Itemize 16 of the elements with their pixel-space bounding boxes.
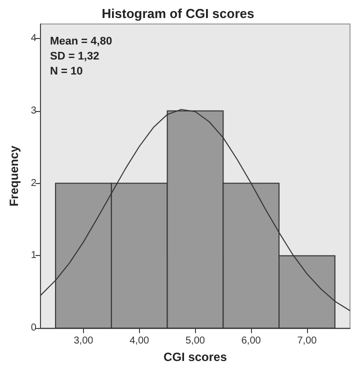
y-tick-label: 4	[30, 32, 37, 44]
x-tick-label: 3,00	[74, 336, 94, 347]
y-tick-label: 3	[30, 105, 37, 116]
x-tick-label: 4,00	[130, 336, 150, 347]
annotation: SD = 1,32	[50, 50, 100, 62]
x-tick-label: 7,00	[297, 336, 318, 347]
x-axis-title: CGI scores	[164, 350, 228, 364]
x-tick-label: 5,00	[185, 336, 206, 347]
y-axis-title: Frequency	[7, 145, 21, 206]
x-tick-label: 6,00	[241, 336, 262, 347]
y-tick-label: 0	[30, 322, 37, 334]
y-tick-label: 2	[30, 178, 37, 189]
chart-title: Histogram of CGI scores	[102, 6, 254, 21]
y-tick-label: 1	[30, 250, 37, 262]
annotation: N = 10	[50, 66, 83, 78]
annotation: Mean = 4,80	[50, 36, 112, 48]
